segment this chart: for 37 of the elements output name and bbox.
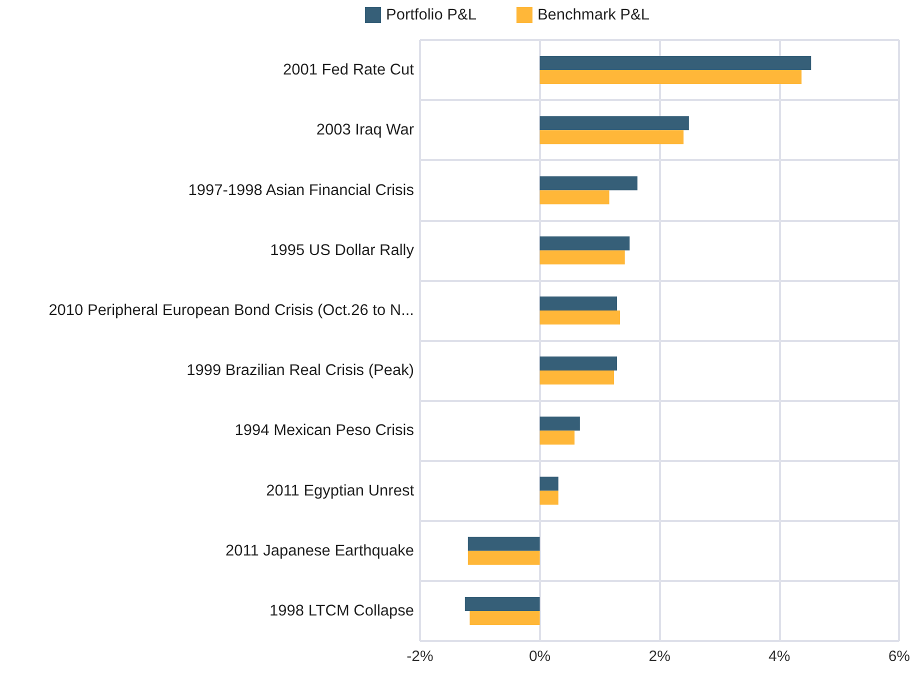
y-tick-label: 2001 Fed Rate Cut — [283, 62, 415, 79]
bar — [540, 236, 630, 250]
y-tick-label: 1994 Mexican Peso Crisis — [234, 422, 414, 440]
bar — [468, 536, 540, 551]
bar — [464, 596, 540, 611]
x-tick-label: 4% — [768, 648, 790, 665]
y-tick-label: 2003 Iraq War — [316, 122, 414, 139]
bar — [540, 370, 614, 385]
y-tick-label: 1999 Brazilian Real Crisis (Peak) — [186, 362, 414, 380]
y-tick-label: 2011 Egyptian Unrest — [266, 482, 415, 500]
legend-label: Portfolio P&L — [386, 6, 477, 24]
bar — [540, 116, 689, 130]
bar — [540, 190, 610, 204]
x-tick-label: -2% — [406, 648, 434, 665]
bar — [468, 550, 540, 565]
x-tick-label: 0% — [528, 648, 551, 665]
bar — [540, 130, 684, 144]
bar — [540, 176, 638, 190]
x-tick-label: 2% — [648, 648, 670, 665]
y-tick-label: 1997-1998 Asian Financial Crisis — [188, 182, 414, 199]
bar — [540, 416, 580, 431]
bar — [540, 430, 575, 445]
bar — [540, 476, 558, 491]
legend-label: Benchmark P&L — [537, 6, 650, 24]
bar — [540, 70, 802, 84]
bar — [540, 356, 618, 371]
y-tick-label: 2010 Peripheral European Bond Crisis (Oct.26 to N... — [48, 302, 414, 319]
y-tick-label: 2011 Japanese Earthquake — [226, 542, 414, 560]
bar — [470, 610, 540, 625]
bar — [540, 56, 812, 70]
y-tick-label: 1998 LTCM Collapse — [270, 602, 414, 620]
y-tick-label: 1995 US Dollar Rally — [270, 242, 414, 259]
bar — [540, 250, 625, 264]
bar — [540, 296, 618, 310]
bar — [540, 310, 620, 324]
bar — [540, 490, 558, 505]
x-tick-label: 6% — [888, 648, 910, 665]
